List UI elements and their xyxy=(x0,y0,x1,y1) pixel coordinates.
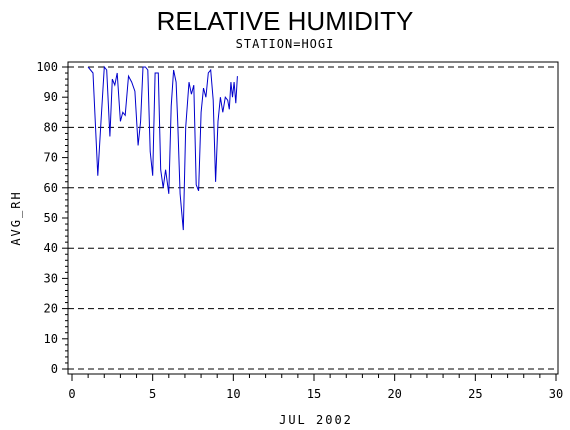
chart-subtitle: STATION=HOGI xyxy=(236,37,335,51)
y-axis: 0 10 20 30 40 50 60 70 80 90 100 xyxy=(36,60,68,376)
y-axis-label: AVG_RH xyxy=(9,190,23,245)
chart-title: RELATIVE HUMIDITY xyxy=(157,6,414,36)
y-tick-label: 10 xyxy=(44,332,58,346)
x-axis-label: JUL 2002 xyxy=(279,413,353,427)
y-tick-label: 80 xyxy=(44,120,58,134)
x-tick-label: 0 xyxy=(68,387,75,401)
y-tick-label: 90 xyxy=(44,90,58,104)
series-layer xyxy=(88,67,237,230)
y-tick-label: 70 xyxy=(44,151,58,165)
series-line-0 xyxy=(88,67,237,230)
x-tick-label: 30 xyxy=(549,387,563,401)
y-tick-label: 30 xyxy=(44,271,58,285)
x-tick-label: 25 xyxy=(468,387,482,401)
y-tick-label: 60 xyxy=(44,181,58,195)
x-tick-label: 5 xyxy=(149,387,156,401)
x-tick-label: 20 xyxy=(387,387,401,401)
x-tick-label: 10 xyxy=(226,387,240,401)
y-tick-label: 0 xyxy=(51,362,58,376)
x-tick-label: 15 xyxy=(307,387,321,401)
x-axis: 0 5 10 15 20 25 30 xyxy=(68,374,563,401)
y-tick-label: 100 xyxy=(36,60,58,74)
y-tick-label: 50 xyxy=(44,211,58,225)
y-tick-label: 20 xyxy=(44,302,58,316)
y-tick-label: 40 xyxy=(44,241,58,255)
